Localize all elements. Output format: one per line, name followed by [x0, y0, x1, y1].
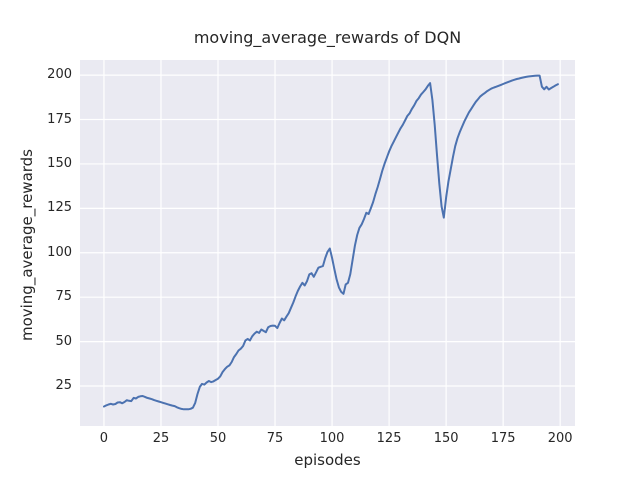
- x-axis-label: episodes: [294, 451, 361, 469]
- x-tick-label: 100: [319, 431, 345, 446]
- y-tick-label: 200: [47, 67, 72, 83]
- x-tick-label: 0: [99, 431, 109, 446]
- y-tick-label: 25: [55, 378, 72, 394]
- x-tick-label: 75: [266, 431, 284, 446]
- x-tick-label: 25: [152, 431, 170, 446]
- x-tick-label: 175: [490, 431, 516, 446]
- line-chart-svg: [80, 60, 575, 426]
- plot-area: [80, 60, 575, 426]
- y-tick-label: 150: [47, 155, 72, 171]
- x-tick-label: 50: [209, 431, 227, 446]
- y-tick-label: 175: [47, 111, 72, 127]
- chart-title: moving_average_rewards of DQN: [193, 28, 462, 47]
- y-tick-label: 75: [55, 289, 72, 305]
- y-tick-label: 100: [47, 244, 72, 260]
- x-tick-label: 125: [376, 431, 402, 446]
- series-line-moving_average_rewards: [103, 74, 559, 411]
- y-tick-label: 50: [55, 333, 72, 349]
- y-axis-label: moving_average_rewards: [18, 148, 36, 342]
- x-tick-label: 150: [433, 431, 459, 446]
- x-tick-label: 200: [547, 431, 573, 446]
- y-tick-label: 125: [47, 200, 72, 216]
